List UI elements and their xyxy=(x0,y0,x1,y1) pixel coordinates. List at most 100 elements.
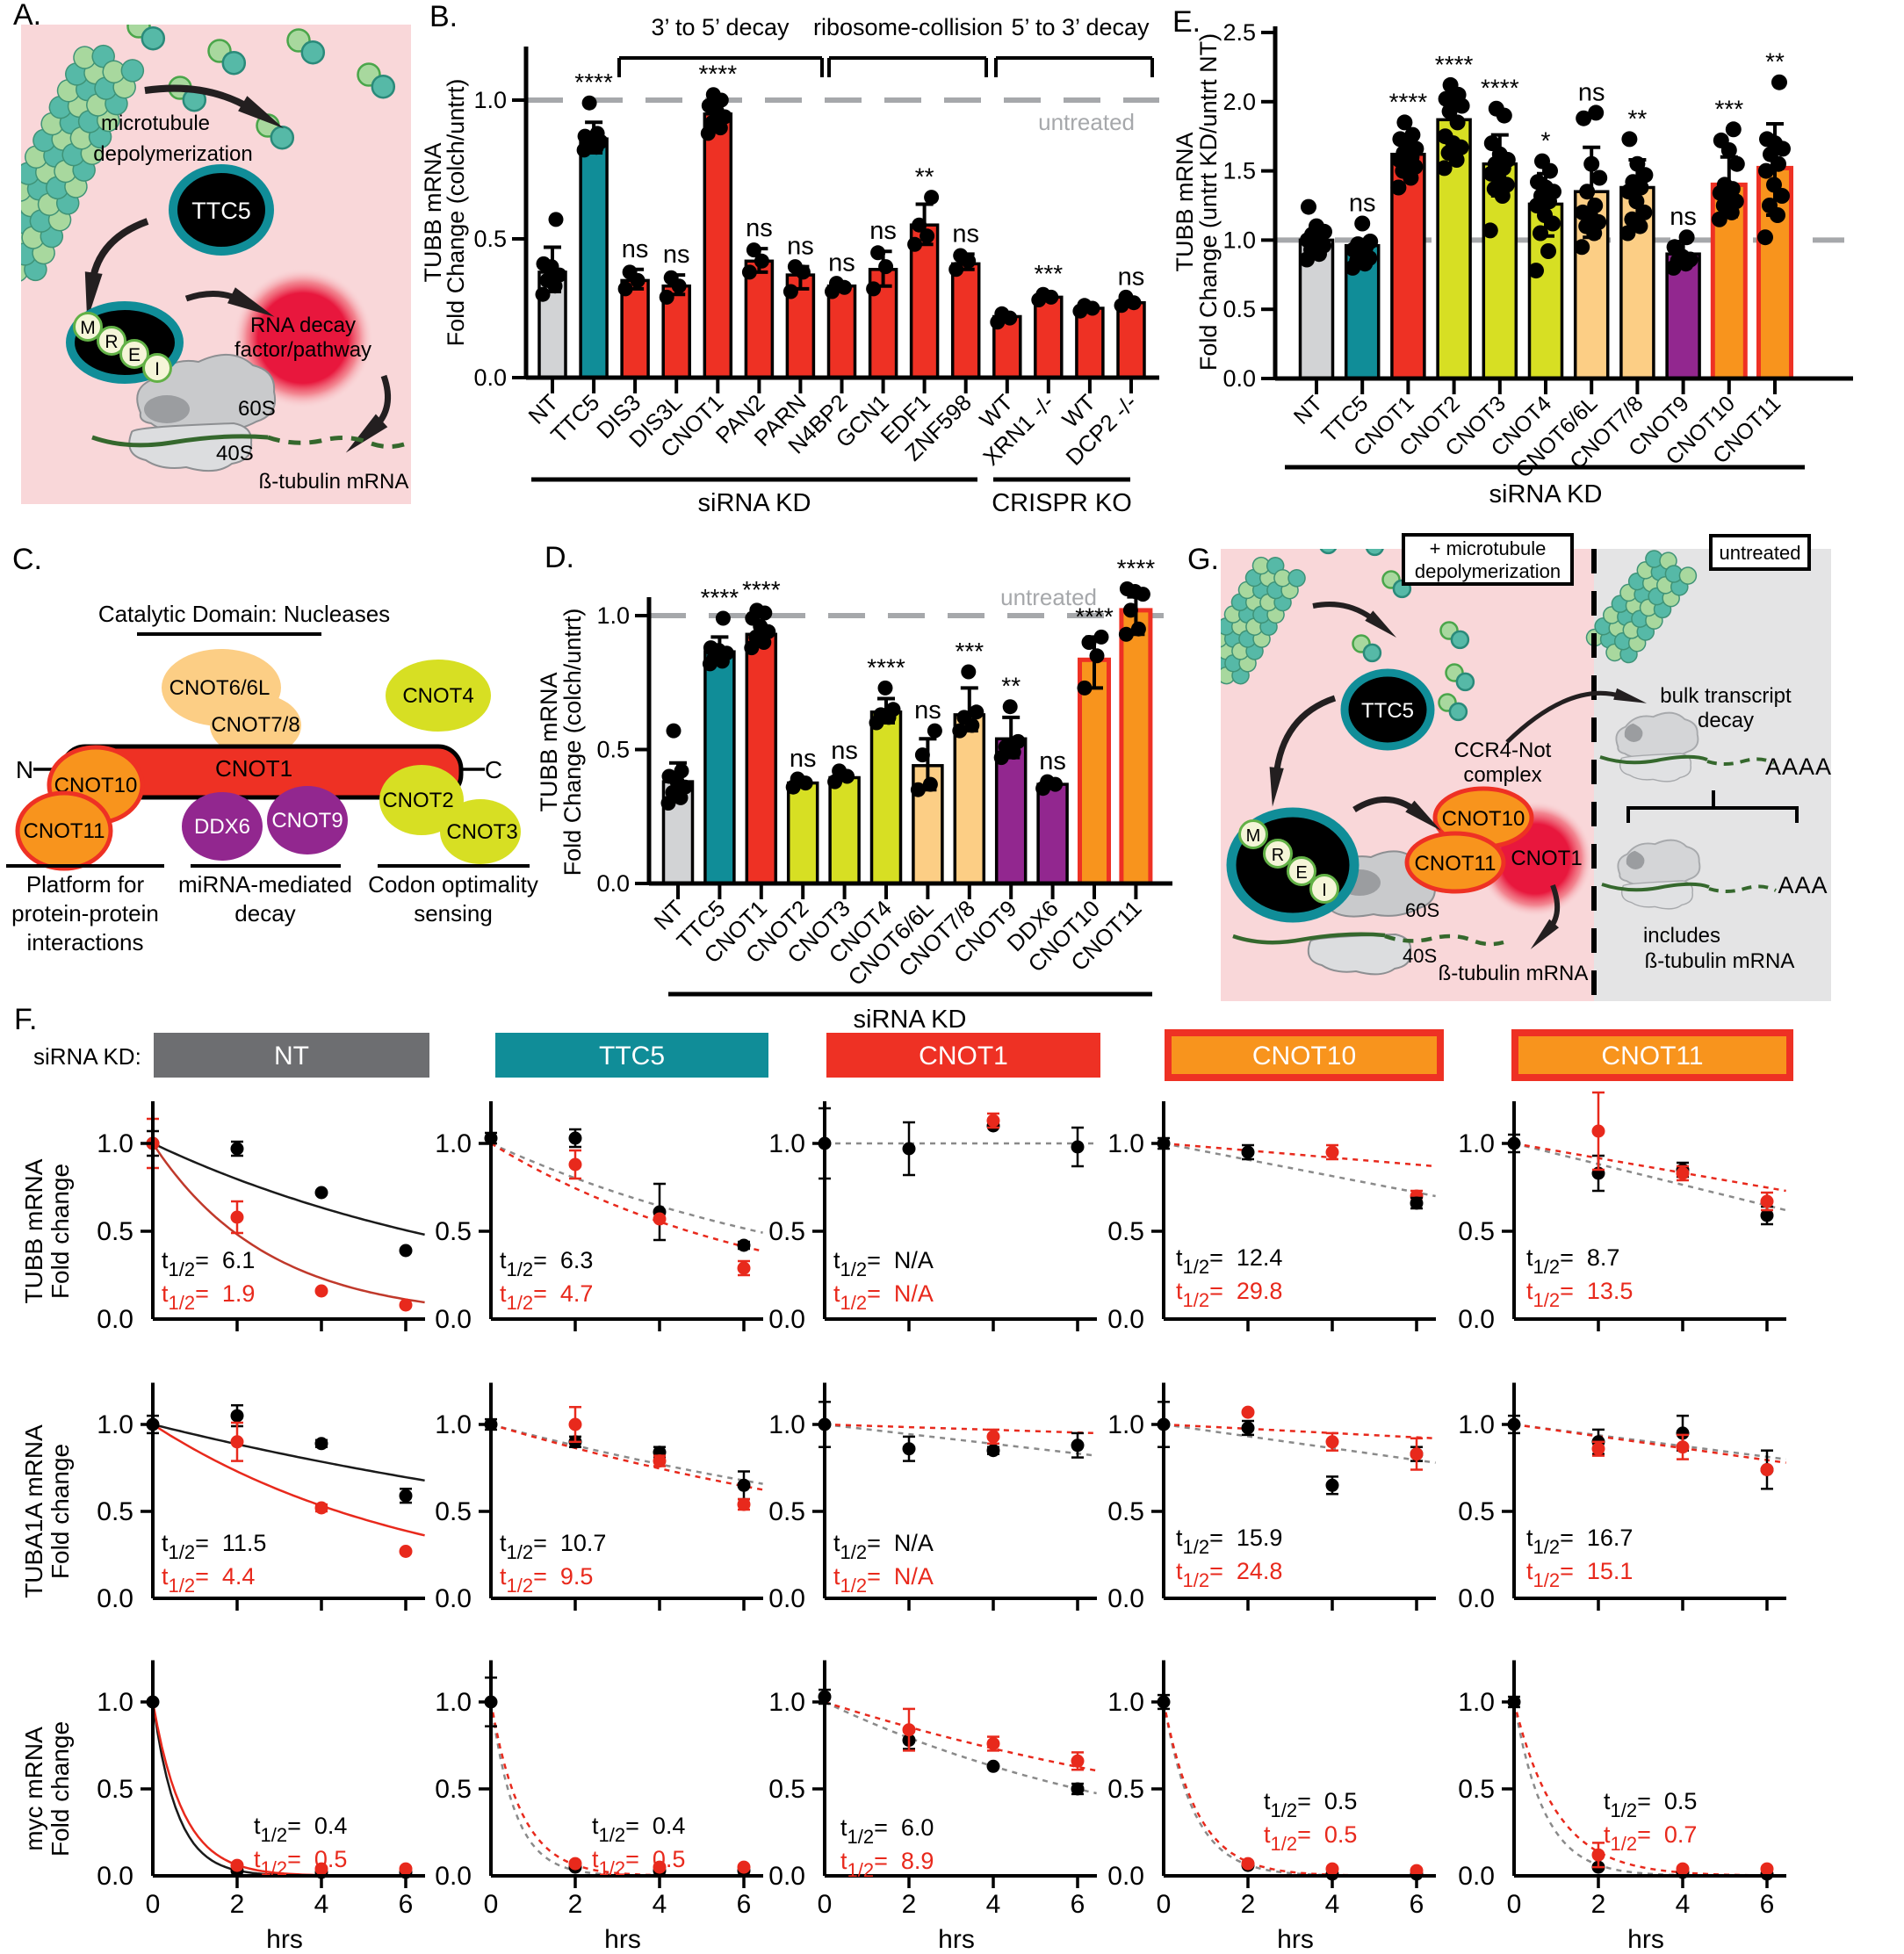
svg-text:ns: ns xyxy=(1349,190,1376,218)
svg-text:Platform for: Platform for xyxy=(26,871,145,898)
svg-text:0: 0 xyxy=(1507,1890,1522,1919)
svg-text:***: *** xyxy=(1034,260,1063,287)
svg-text:0.5: 0.5 xyxy=(1458,1497,1495,1526)
svg-text:sensing: sensing xyxy=(414,900,493,927)
svg-text:0.0: 0.0 xyxy=(1107,1584,1144,1613)
svg-text:CRISPR KO: CRISPR KO xyxy=(992,489,1132,517)
svg-text:NT: NT xyxy=(274,1042,309,1071)
svg-text:40S: 40S xyxy=(1403,945,1437,967)
svg-text:ns: ns xyxy=(1578,78,1605,106)
svg-text:0: 0 xyxy=(818,1890,833,1919)
svg-text:4: 4 xyxy=(314,1890,329,1919)
svg-text:B.: B. xyxy=(429,0,458,33)
svg-text:complex: complex xyxy=(1463,763,1541,787)
svg-text:****: **** xyxy=(574,68,613,96)
svg-text:depolymerization: depolymerization xyxy=(1415,560,1561,582)
svg-text:2: 2 xyxy=(902,1890,917,1919)
svg-text:ns: ns xyxy=(828,249,855,278)
svg-text:untreated: untreated xyxy=(1000,584,1097,610)
svg-text:**: ** xyxy=(1628,105,1648,132)
svg-text:C.: C. xyxy=(12,543,42,576)
svg-text:0.0: 0.0 xyxy=(596,870,630,897)
svg-text:includes: includes xyxy=(1643,924,1720,948)
svg-text:hrs: hrs xyxy=(604,1925,641,1954)
svg-text:0.0: 0.0 xyxy=(1458,1305,1495,1334)
svg-text:t1/2= 15.1: t1/2= 15.1 xyxy=(1526,1558,1633,1591)
svg-text:0.5: 0.5 xyxy=(1222,296,1256,322)
svg-text:microtubule: microtubule xyxy=(101,112,210,135)
svg-text:M: M xyxy=(80,318,96,338)
svg-text:depolymerization: depolymerization xyxy=(93,142,252,166)
svg-text:CNOT1: CNOT1 xyxy=(215,755,292,782)
svg-text:4: 4 xyxy=(1325,1890,1340,1919)
svg-text:ns: ns xyxy=(1118,263,1145,291)
svg-text:6: 6 xyxy=(1071,1890,1085,1919)
svg-text:ß-tubulin mRNA: ß-tubulin mRNA xyxy=(259,470,409,494)
svg-text:6: 6 xyxy=(399,1890,414,1919)
svg-text:ns: ns xyxy=(787,233,814,261)
svg-text:bulk transcript: bulk transcript xyxy=(1660,684,1792,708)
svg-text:0.5: 0.5 xyxy=(97,1217,133,1246)
svg-text:untreated: untreated xyxy=(1720,542,1801,564)
svg-text:ribosome-collision: ribosome-collision xyxy=(813,14,1003,40)
svg-text:CNOT11: CNOT11 xyxy=(1415,852,1497,876)
svg-text:TUBA1A mRNA: TUBA1A mRNA xyxy=(20,1424,47,1598)
svg-text:0.0: 0.0 xyxy=(435,1862,472,1891)
svg-text:TUBB mRNA: TUBB mRNA xyxy=(1172,132,1198,271)
svg-text:0.0: 0.0 xyxy=(1458,1862,1495,1891)
svg-text:1.0: 1.0 xyxy=(435,1410,472,1439)
svg-text:ns: ns xyxy=(1670,203,1697,231)
svg-text:t1/2= N/A: t1/2= N/A xyxy=(833,1280,934,1314)
svg-text:1.0: 1.0 xyxy=(435,1688,472,1717)
svg-text:1.0: 1.0 xyxy=(1458,1410,1495,1439)
svg-text:hrs: hrs xyxy=(938,1925,975,1954)
svg-text:4: 4 xyxy=(653,1890,667,1919)
svg-text:C: C xyxy=(485,756,502,783)
svg-text:ß-tubulin mRNA: ß-tubulin mRNA xyxy=(1645,949,1795,973)
svg-text:CNOT1: CNOT1 xyxy=(919,1042,1008,1071)
svg-text:40S: 40S xyxy=(216,442,254,465)
svg-text:siRNA KD:: siRNA KD: xyxy=(33,1043,141,1070)
svg-text:0.5: 0.5 xyxy=(1458,1217,1495,1246)
svg-text:CNOT10: CNOT10 xyxy=(1252,1042,1356,1071)
svg-text:decay: decay xyxy=(1698,709,1754,732)
svg-text:0.0: 0.0 xyxy=(1458,1584,1495,1613)
svg-text:1.0: 1.0 xyxy=(97,1129,133,1158)
svg-text:0.5: 0.5 xyxy=(596,737,630,763)
svg-text:t1/2= 0.5: t1/2= 0.5 xyxy=(254,1846,347,1879)
svg-text:1.0: 1.0 xyxy=(768,1688,805,1717)
svg-text:0.5: 0.5 xyxy=(1107,1217,1144,1246)
svg-text:1.0: 1.0 xyxy=(1458,1129,1495,1158)
svg-text:ns: ns xyxy=(622,235,649,263)
svg-text:****: **** xyxy=(1481,75,1519,102)
svg-text:1.0: 1.0 xyxy=(435,1129,472,1158)
svg-text:RNA decay: RNA decay xyxy=(250,314,356,337)
svg-text:0: 0 xyxy=(1157,1890,1172,1919)
svg-text:TTC5: TTC5 xyxy=(599,1042,665,1071)
svg-text:0.5: 0.5 xyxy=(1458,1775,1495,1804)
svg-text:Codon optimality: Codon optimality xyxy=(368,871,538,898)
svg-text:CNOT1: CNOT1 xyxy=(1511,847,1582,870)
svg-text:CNOT10: CNOT10 xyxy=(1442,807,1525,831)
svg-text:60S: 60S xyxy=(1405,899,1439,921)
svg-text:ns: ns xyxy=(952,220,979,248)
svg-text:0.0: 0.0 xyxy=(97,1584,133,1613)
svg-text:siRNA KD: siRNA KD xyxy=(698,489,811,517)
svg-text:hrs: hrs xyxy=(1627,1925,1664,1954)
svg-text:ß-tubulin mRNA: ß-tubulin mRNA xyxy=(1439,962,1589,985)
svg-text:R: R xyxy=(105,332,118,352)
svg-text:1.0: 1.0 xyxy=(1107,1410,1144,1439)
svg-text:***: *** xyxy=(955,638,984,665)
svg-text:CNOT3: CNOT3 xyxy=(446,820,517,844)
svg-text:Catalytic Domain: Nucleases: Catalytic Domain: Nucleases xyxy=(98,601,390,627)
svg-text:0.5: 0.5 xyxy=(768,1775,805,1804)
svg-text:****: **** xyxy=(1389,88,1428,115)
svg-text:1.0: 1.0 xyxy=(1458,1688,1495,1717)
svg-text:6: 6 xyxy=(1760,1890,1775,1919)
svg-text:2.5: 2.5 xyxy=(1222,19,1256,46)
svg-text:R: R xyxy=(1272,846,1284,865)
svg-text:I: I xyxy=(1322,881,1327,900)
svg-text:6: 6 xyxy=(1410,1890,1424,1919)
svg-text:G.: G. xyxy=(1187,543,1219,576)
svg-text:ns: ns xyxy=(1039,747,1066,775)
